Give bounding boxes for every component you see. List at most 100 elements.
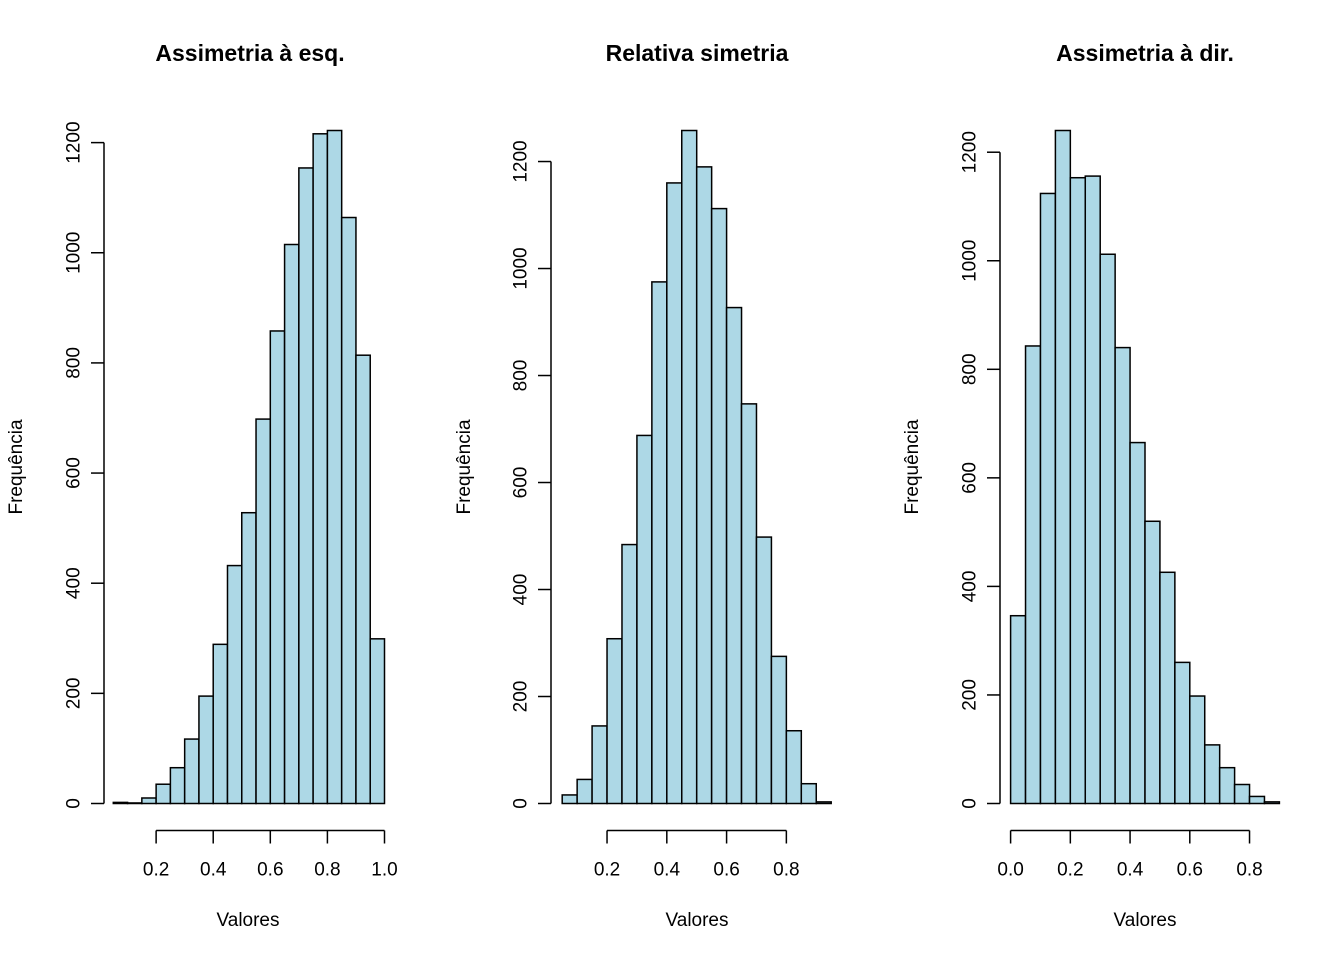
panel-left-skew-bar (155, 783, 172, 805)
panel-symmetric-bar (681, 129, 698, 805)
panel-symmetric-bar (606, 637, 623, 805)
panel-right-skew-bar (1024, 345, 1042, 805)
panel-symmetric-bar (636, 434, 653, 805)
panel-right-skew-bar (1203, 744, 1221, 805)
panel-left-skew-bar (269, 330, 286, 805)
panel-symmetric-bar (561, 794, 578, 805)
panel-left-skew-bar (183, 738, 200, 805)
panel-right-skew-title: Assimetria à dir. (1056, 40, 1234, 66)
panel-left-skew-bar (340, 216, 357, 805)
panel-symmetric-y-tick-label: 400 (511, 574, 532, 606)
panel-right-skew-bar (1039, 192, 1057, 805)
panel-symmetric-bar (770, 655, 788, 805)
panel-symmetric-bar (740, 403, 758, 805)
panel-right-skew-y-tick-label: 400 (960, 571, 981, 603)
panel-symmetric-bar (651, 281, 668, 805)
panel-left-skew-bar (198, 695, 214, 805)
panel-left-skew-x-tick-label: 0.4 (200, 860, 227, 881)
panel-symmetric-bar (725, 306, 743, 805)
panel-left-skew-x-tick-label: 0.8 (314, 860, 340, 881)
panel-left-skew-bar (283, 243, 300, 805)
panel-right-skew-bar (1084, 175, 1101, 805)
panel-right-skew-y-tick-label: 1200 (960, 131, 981, 173)
panel-symmetric-bar (710, 207, 728, 805)
panel-left-skew-x-tick-label: 1.0 (371, 860, 397, 881)
panel-left-skew-bar (312, 133, 329, 805)
panel-right-skew-bar (1069, 176, 1087, 805)
panel-symmetric-ylabel: Frequência (454, 419, 475, 514)
panel-left-skew-bar (369, 638, 386, 805)
panel-right-skew-y-tick-label: 200 (960, 679, 981, 711)
panel-left-skew-bar (326, 129, 343, 805)
panel-symmetric-y-tick-label: 800 (511, 360, 532, 392)
panel-right-skew-x-tick-label: 0.8 (1236, 860, 1262, 881)
panel-right-skew-bar (1233, 783, 1251, 805)
panel-left-skew-y-tick-label: 1000 (64, 232, 85, 274)
panel-left-skew-bar (212, 643, 229, 805)
panel-symmetric-bar (815, 801, 832, 805)
panel-left-skew-y-tick-label: 800 (64, 347, 85, 379)
panel-symmetric-y-tick-label: 1000 (511, 247, 532, 289)
panel-symmetric-bar (755, 536, 773, 805)
panel-symmetric-bar (591, 725, 608, 805)
panel-left-skew-x-tick-label: 0.6 (257, 860, 283, 881)
panel-right-skew-bar (1099, 253, 1116, 805)
panel-symmetric-y-tick-label: 200 (511, 681, 532, 713)
panel-right-skew-y-tick-label: 0 (960, 798, 981, 809)
panel-left-skew-bar (255, 418, 272, 805)
panel-right-skew-bar (1218, 766, 1236, 805)
panel-right-skew-bar (1159, 571, 1176, 805)
panel-right-skew-bar (1129, 441, 1146, 805)
panel-right-skew-bar (1009, 614, 1027, 805)
panel-symmetric-bar (695, 166, 713, 805)
panel-symmetric-y-tick-label: 1200 (511, 140, 532, 182)
panel-left-skew-bar (355, 354, 371, 805)
panel-right-skew-y-tick-label: 800 (960, 353, 981, 385)
panel-right-skew-bar (1114, 346, 1131, 805)
panel-symmetric-xlabel: Valores (665, 910, 728, 931)
panel-left-skew-bar (226, 564, 243, 805)
panel-right-skew-ylabel: Frequência (902, 419, 923, 514)
panel-right-skew-xlabel: Valores (1113, 910, 1176, 931)
panel-right-skew-bar (1189, 695, 1206, 805)
panel-right-skew-bar (1263, 801, 1281, 805)
panel-left-skew-xlabel: Valores (216, 910, 279, 931)
panel-right-skew-x-tick-label: 0.4 (1117, 860, 1144, 881)
panel-symmetric-bar (785, 729, 803, 805)
panel-left-skew-x-tick-label: 0.2 (143, 860, 169, 881)
panel-right-skew-bar (1054, 129, 1072, 805)
panel-symmetric-y-tick-label: 600 (511, 467, 532, 499)
panel-right-skew-bar (1174, 661, 1191, 805)
panel-left-skew-bar (298, 167, 314, 805)
panel-symmetric-x-tick-label: 0.8 (773, 860, 799, 881)
panel-right-skew-x-tick-label: 0.6 (1177, 860, 1203, 881)
panel-symmetric-bar (800, 782, 818, 805)
panel-symmetric-x-tick-label: 0.2 (594, 860, 620, 881)
panel-left-skew-bar (112, 801, 129, 805)
panel-symmetric-x-tick-label: 0.4 (654, 860, 681, 881)
panel-right-skew-bar (1144, 520, 1161, 805)
panel-right-skew-y-tick-label: 1000 (960, 240, 981, 282)
panel-left-skew-title: Assimetria à esq. (155, 40, 344, 66)
panel-left-skew-bar (241, 511, 257, 805)
panel-symmetric-x-tick-label: 0.6 (713, 860, 739, 881)
panel-left-skew: Assimetria à esq. Valores Frequência 0 20… (6, 40, 398, 931)
panel-right-skew-x-tick-label: 0.0 (997, 860, 1023, 881)
panel-symmetric-y-tick-label: 0 (511, 798, 532, 809)
panel-symmetric-title: Relativa simetria (606, 40, 789, 66)
panel-right-skew-x-tick-label: 0.2 (1057, 860, 1083, 881)
panel-symmetric: Relativa simetria Valores Frequência 0 20… (454, 40, 832, 931)
panel-left-skew-y-tick-label: 1200 (64, 121, 85, 163)
panel-left-skew-y-tick-label: 200 (64, 678, 85, 710)
panel-right-skew: Assimetria à dir. Valores Frequência 0 20… (902, 40, 1281, 931)
panel-right-skew-bar (1248, 795, 1266, 805)
panel-symmetric-bar (621, 543, 638, 805)
panel-left-skew-bar (169, 766, 186, 805)
panel-symmetric-bar (576, 778, 593, 805)
panel-left-skew-bar (126, 802, 143, 805)
panel-symmetric-bar (666, 182, 683, 805)
panel-left-skew-y-tick-label: 600 (64, 457, 85, 489)
panel-left-skew-y-tick-label: 0 (64, 798, 85, 809)
